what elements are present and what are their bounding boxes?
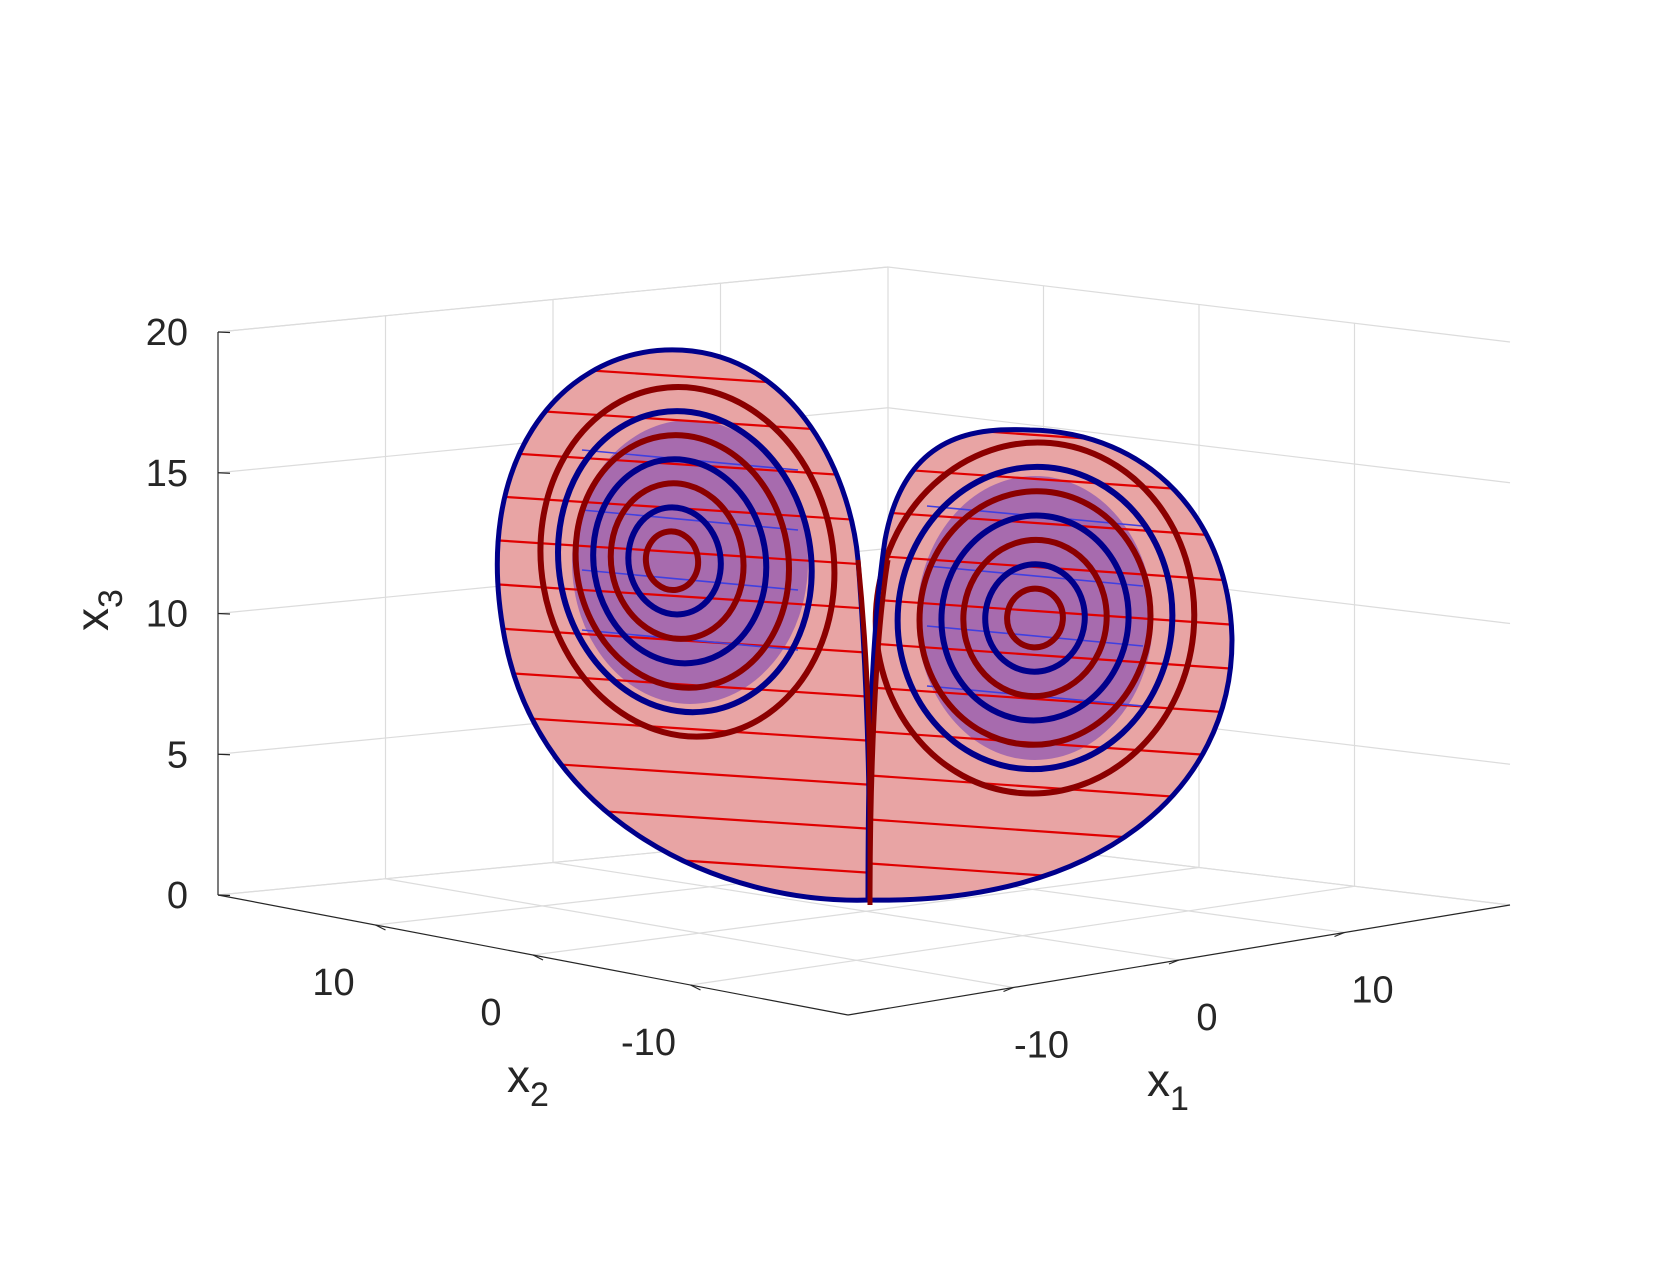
- x3-tick-label: 5: [167, 734, 188, 776]
- spiral-ring: [625, 504, 724, 618]
- spiral-group: [537, 384, 838, 740]
- spiral-group: [872, 439, 1198, 797]
- x1-axis-label: x1: [1147, 1054, 1189, 1118]
- x3-tick-mark: [217, 472, 231, 474]
- svg-text:x3: x3: [66, 589, 130, 631]
- red-line: [868, 682, 1232, 718]
- inner-surface: [917, 476, 1153, 760]
- lobe-left: [494, 347, 873, 903]
- grid-line: [690, 885, 1355, 986]
- x3-tick-label: 15: [146, 453, 188, 495]
- tick-labels: 0 5 10 15 20 -10 0 10 -10 0 10: [146, 312, 1394, 1067]
- x3-tick-label: 20: [146, 312, 188, 354]
- x1-tick-mark: [1168, 959, 1180, 965]
- x2-tick-label: -10: [621, 1022, 676, 1064]
- x1-tick-label: 0: [1196, 997, 1217, 1039]
- x3-tick-label: 0: [167, 875, 188, 917]
- lobe-right: [865, 427, 1235, 903]
- x2-tick-mark: [690, 984, 701, 991]
- spiral-ring: [916, 488, 1154, 748]
- spiral-ring: [982, 561, 1088, 675]
- svg-text:x2: x2: [507, 1050, 549, 1114]
- axes-lines: [217, 331, 1511, 1016]
- outer-boundary-curve: [865, 427, 1235, 903]
- spiral-ring: [537, 384, 838, 740]
- x3-axis-label: x3: [66, 589, 130, 631]
- x2-axis-label: x2: [507, 1050, 549, 1114]
- lobes: [494, 347, 1235, 906]
- x3-tick-label: 10: [146, 594, 188, 636]
- inner-surface: [572, 420, 808, 704]
- spiral-ring: [572, 432, 792, 691]
- grid-line: [887, 266, 1511, 343]
- spiral-ring: [555, 408, 815, 716]
- spiral-ring: [938, 512, 1132, 724]
- spiral-ring: [607, 480, 747, 642]
- central-stem-curve: [855, 559, 891, 906]
- grid-line: [887, 407, 1511, 484]
- svg-text:x1: x1: [1147, 1054, 1189, 1118]
- x1-tick-label: -10: [1014, 1025, 1069, 1067]
- red-line: [497, 578, 870, 614]
- red-line: [868, 506, 1232, 542]
- grid-line: [532, 866, 1200, 956]
- x2-tick-mark: [375, 924, 386, 931]
- x1-tick-label: 10: [1351, 970, 1393, 1012]
- x2-tick-label: 10: [312, 962, 354, 1004]
- red-line: [497, 534, 870, 570]
- spiral-ring: [642, 528, 702, 594]
- spiral-ring: [590, 456, 770, 667]
- x1-tick-mark: [1334, 931, 1345, 938]
- grid-line: [217, 266, 889, 333]
- spiral-ring: [894, 463, 1176, 773]
- x3-tick-mark: [217, 331, 231, 334]
- x3-tick-mark: [217, 612, 231, 615]
- spiral-ring: [960, 536, 1110, 700]
- x2-tick-label: 0: [480, 992, 501, 1034]
- spiral-ring: [1004, 585, 1066, 651]
- x3-tick-mark: [217, 894, 231, 897]
- x3-tick-mark: [217, 753, 231, 756]
- x2-tick-mark: [532, 954, 544, 961]
- x1-tick-mark: [1003, 986, 1014, 993]
- blue-line: [926, 565, 1144, 587]
